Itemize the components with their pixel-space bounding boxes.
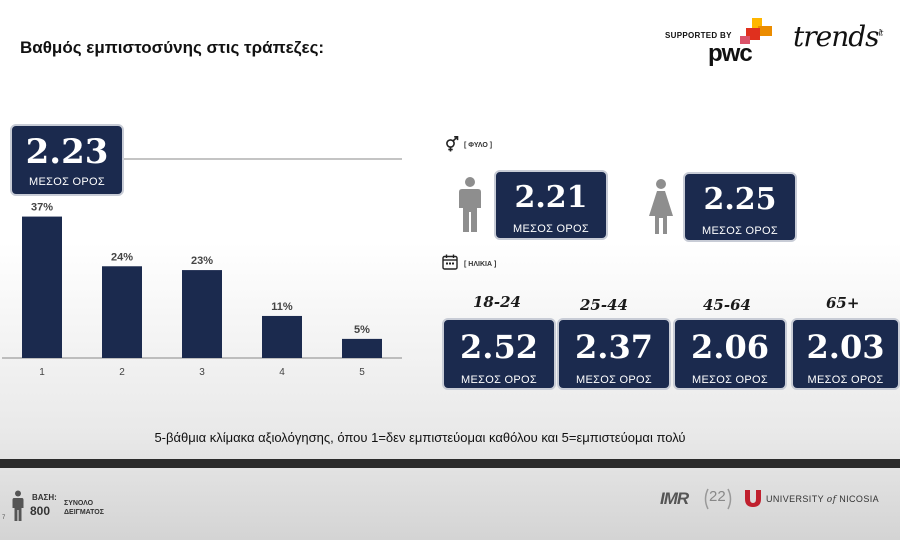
overall-mean-box: 2.23 ΜΕΣΟΣ ΟΡΟΣ: [10, 124, 124, 196]
supported-by-label: SUPPORTED BY: [665, 31, 732, 40]
bar-2: [102, 266, 142, 358]
page-title: Βαθμός εμπιστοσύνης στις τράπεζες:: [20, 38, 325, 57]
gender-tag: [ ΦΥΛΟ ]: [464, 142, 493, 149]
male-mean-label: ΜΕΣΟΣ ΟΡΟΣ: [513, 223, 589, 235]
scale-caption: 5-βάθμια κλίμακα αξιολόγησης, όπου 1=δεν…: [154, 430, 686, 445]
imr-logo: IMR 22: [660, 485, 740, 517]
base-number: 800: [30, 504, 51, 518]
age-45-64-mean-box: 2.06 ΜΕΣΟΣ ΟΡΟΣ: [673, 318, 787, 390]
age-tag: [ ΗΛΙΚΙΑ ]: [464, 261, 497, 268]
university-of-nicosia-wordmark: UNIVERSITY of NICOSIA: [766, 494, 879, 505]
age-65-plus-mean-value: 2.03: [806, 328, 885, 366]
bar-value-label-4: 11%: [271, 301, 293, 313]
age-range-25-44: 25-44: [580, 296, 628, 314]
bar-value-label-1: 37%: [31, 202, 53, 214]
x-tick-label-5: 5: [359, 367, 365, 378]
age-18-24-mean-label: ΜΕΣΟΣ ΟΡΟΣ: [461, 374, 537, 386]
university-of-nicosia-icon: [745, 490, 761, 507]
trends-wordmark: trends: [793, 20, 880, 53]
overall-mean-label: ΜΕΣΟΣ ΟΡΟΣ: [29, 176, 105, 188]
female-mean-value: 2.25: [703, 182, 777, 217]
pwc-logo-icon: [740, 18, 772, 44]
base-title: ΒΑΣΗ:: [32, 493, 57, 502]
university-of-word: of: [826, 495, 837, 505]
bar-5: [342, 338, 382, 358]
trends-logo: trendslt: [793, 20, 884, 53]
age-45-64-mean-value: 2.06: [691, 328, 769, 366]
male-mean-value: 2.21: [514, 180, 588, 215]
university-name: NICOSIA: [839, 494, 880, 504]
female-mean-label: ΜΕΣΟΣ ΟΡΟΣ: [702, 225, 778, 237]
bar-1: [22, 216, 62, 358]
age-25-44-mean-box: 2.37 ΜΕΣΟΣ ΟΡΟΣ: [557, 318, 671, 390]
age-range-65-plus: 65+: [826, 294, 860, 312]
age-range-45-64: 45-64: [703, 296, 751, 314]
male-mean-box: 2.21 ΜΕΣΟΣ ΟΡΟΣ: [494, 170, 608, 240]
bar-3: [182, 270, 222, 358]
female-mean-box: 2.25 ΜΕΣΟΣ ΟΡΟΣ: [683, 172, 797, 242]
x-tick-label-4: 4: [279, 367, 285, 378]
trends-mark: lt: [878, 28, 884, 38]
imr-wordmark: IMR: [660, 489, 689, 508]
pwc-wordmark: pwc: [708, 40, 753, 67]
age-range-18-24: 18-24: [473, 293, 521, 311]
sponsor-logos: SUPPORTED BY pwc trendslt: [660, 18, 890, 70]
age-25-44-mean-value: 2.37: [575, 328, 653, 366]
bar-value-label-3: 23%: [191, 255, 213, 267]
age-65-plus-mean-label: ΜΕΣΟΣ ΟΡΟΣ: [807, 374, 884, 386]
age-18-24-mean-value: 2.52: [460, 328, 538, 366]
female-figure-icon: [649, 179, 673, 234]
base-description: ΣΥΝΟΛΟ ΔΕΙΓΜΑΤΟΣ: [64, 499, 104, 517]
bar-chart: 37% 1 24% 2 23% 3 11% 4 5% 5: [2, 158, 402, 378]
x-tick-label-3: 3: [199, 367, 205, 378]
base-desc-line1: ΣΥΝΟΛΟ: [64, 500, 94, 507]
base-desc-line2: ΔΕΙΓΜΑΤΟΣ: [64, 509, 104, 516]
age-45-64-mean-label: ΜΕΣΟΣ ΟΡΟΣ: [692, 374, 768, 386]
gender-icon: [446, 136, 459, 152]
x-tick-label-2: 2: [119, 367, 125, 378]
person-icon: [12, 490, 24, 521]
sample-base: ΒΑΣΗ: 800 ΣΥΝΟΛΟ ΔΕΙΓΜΑΤΟΣ: [12, 490, 132, 524]
bar-value-label-2: 24%: [111, 251, 133, 263]
page-number: 7: [2, 515, 6, 521]
imr-22-years-icon: [704, 488, 732, 510]
calendar-icon: [442, 254, 458, 270]
age-18-24-mean-box: 2.52 ΜΕΣΟΣ ΟΡΟΣ: [442, 318, 556, 390]
age-25-44-mean-label: ΜΕΣΟΣ ΟΡΟΣ: [576, 374, 652, 386]
bar-4: [262, 315, 302, 358]
bar-value-label-5: 5%: [354, 324, 370, 336]
university-word: UNIVERSITY: [766, 494, 824, 504]
footer-divider: [0, 459, 900, 468]
age-65-plus-mean-box: 2.03 ΜΕΣΟΣ ΟΡΟΣ: [791, 318, 900, 390]
overall-mean-value: 2.23: [25, 132, 109, 172]
x-tick-label-1: 1: [39, 367, 45, 378]
male-figure-icon: [459, 177, 481, 232]
imr-years: 22: [709, 488, 726, 505]
